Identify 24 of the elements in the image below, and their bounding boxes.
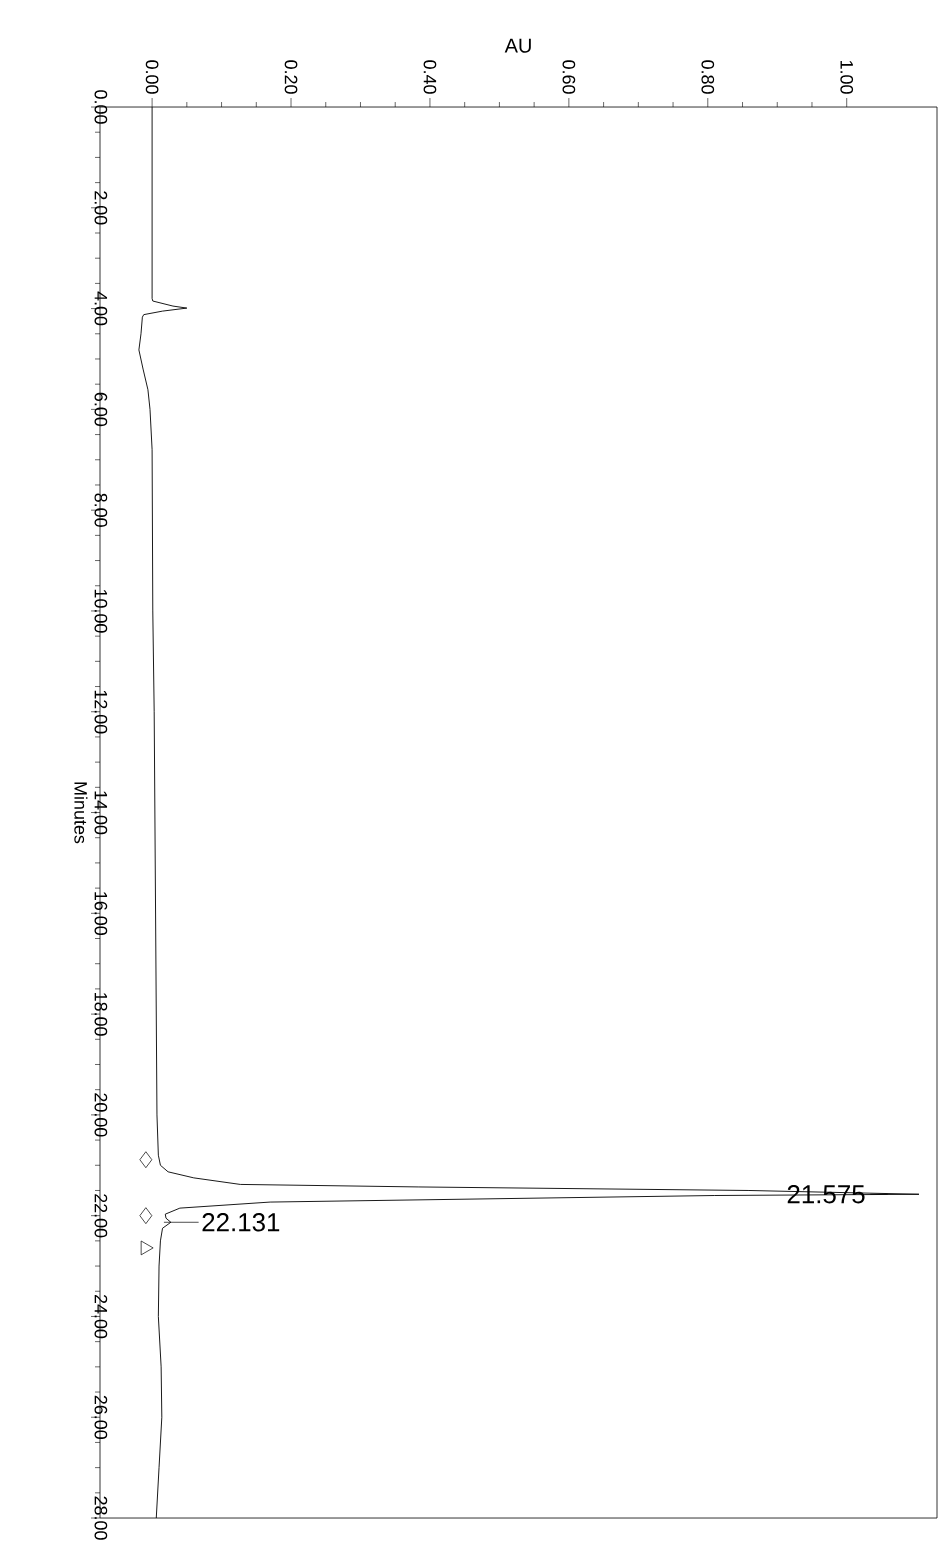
x-tick-label: 0.00 (145, 60, 159, 94)
y-axis-title: Minutes (74, 782, 88, 844)
y-tick-label: 8.00 (94, 493, 108, 527)
y-tick-label: 22.00 (94, 1194, 108, 1238)
y-tick-label: 20.00 (94, 1093, 108, 1137)
y-tick-label: 10.00 (94, 589, 108, 633)
y-tick-label: 28.00 (94, 1496, 108, 1540)
y-tick-label: 0.00 (94, 90, 108, 124)
y-tick-label: 26.00 (94, 1395, 108, 1439)
y-tick-label: 6.00 (94, 392, 108, 427)
y-tick-label: 16.00 (94, 892, 108, 936)
x-tick-label: 0.80 (701, 60, 715, 94)
annotation: 22.131 (202, 1213, 280, 1232)
y-tick-label: 4.00 (94, 291, 108, 326)
y-tick-label: 2.00 (94, 191, 108, 225)
x-tick-label: 0.40 (423, 60, 437, 94)
y-tick-label: 14.00 (94, 791, 108, 835)
y-tick-label: 18.00 (94, 993, 108, 1036)
x-tick-label: 0.20 (284, 60, 298, 94)
y-tick-label: 24.00 (94, 1294, 108, 1339)
x-tick-label: 0.60 (562, 60, 576, 94)
y-tick-label: 12.00 (94, 690, 108, 734)
x-tick-label: 1.00 (840, 60, 854, 94)
x-axis-title: AU (504, 38, 531, 53)
